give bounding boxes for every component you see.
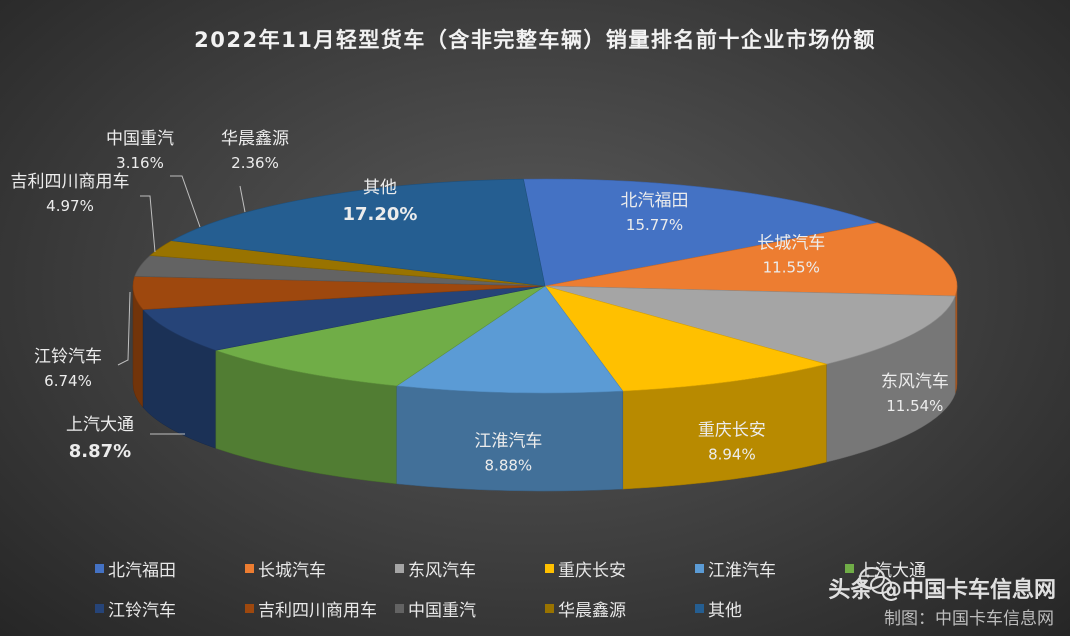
data-label-name-1: 长城汽车 <box>757 233 825 253</box>
legend-label: 中国重汽 <box>408 601 476 621</box>
legend-swatch <box>395 564 404 573</box>
pie-slice-3 <box>544 285 828 392</box>
data-label-value-5: 8.87% <box>69 441 131 462</box>
data-label-name-3: 重庆长安 <box>698 420 766 440</box>
pie-slice-10 <box>170 178 546 287</box>
pie-slice-1 <box>544 222 958 297</box>
data-label-name-7: 吉利四川商用车 <box>11 172 130 192</box>
legend-swatch <box>245 564 254 573</box>
legend-label: 北汽福田 <box>108 561 176 581</box>
legend-item-2: 东风汽车 <box>395 556 545 581</box>
legend-item-7: 吉利四川商用车 <box>245 596 395 621</box>
data-label-value-1: 11.55% <box>763 258 820 276</box>
legend-swatch <box>695 604 704 613</box>
legend-swatch <box>395 604 404 613</box>
legend-item-0: 北汽福田 <box>95 556 245 581</box>
legend-swatch <box>845 564 854 573</box>
legend-label: 东风汽车 <box>408 561 476 581</box>
data-label-name-0: 北汽福田 <box>621 191 689 211</box>
chart-title: 2022年11月轻型货车（含非完整车辆）销量排名前十企业市场份额 <box>194 28 876 52</box>
data-label-value-0: 15.77% <box>626 216 683 234</box>
data-label-value-2: 11.54% <box>886 397 943 415</box>
data-label-name-6: 江铃汽车 <box>34 347 102 367</box>
leader-line-6 <box>117 291 131 366</box>
legend-label: 长城汽车 <box>258 561 326 581</box>
data-label-value-8: 3.16% <box>116 154 164 172</box>
legend-label: 吉利四川商用车 <box>258 601 377 621</box>
legend-label: 其他 <box>708 601 742 621</box>
legend-label: 江铃汽车 <box>108 601 176 621</box>
legend-swatch <box>695 564 704 573</box>
data-label-name-9: 华晨鑫源 <box>221 129 289 149</box>
watermark-credit: 制图：中国卡车信息网 <box>884 609 1054 629</box>
data-label-value-7: 4.97% <box>46 197 94 215</box>
legend-label: 江淮汽车 <box>708 561 776 581</box>
legend-swatch <box>95 604 104 613</box>
legend-item-10: 其他 <box>695 596 845 621</box>
pie-slice-6 <box>142 285 546 351</box>
legend-label: 重庆长安 <box>558 561 626 581</box>
data-label-name-5: 上汽大通 <box>66 415 134 435</box>
pie-slice-4 <box>395 285 624 394</box>
data-label-value-9: 2.36% <box>231 154 279 172</box>
leader-line-9 <box>239 185 246 213</box>
data-label-name-2: 东风汽车 <box>881 372 949 392</box>
pie-side-1 <box>954 285 958 395</box>
legend-item-8: 中国重汽 <box>395 596 545 621</box>
legend-swatch <box>95 564 104 573</box>
wechat-logo-icon <box>859 567 892 594</box>
legend-swatch <box>545 604 554 613</box>
legend-item-1: 长城汽车 <box>245 556 395 581</box>
data-label-value-10: 17.20% <box>343 204 418 225</box>
chart-legend: 北汽福田 长城汽车 东风汽车 重庆长安 江淮汽车 上汽大通 江铃汽车 吉利四川商用车 中国重汽华… <box>95 556 995 621</box>
data-label-name-8: 中国重汽 <box>106 129 174 149</box>
watermark-source: 头条 @中国卡车信息网 <box>828 578 1056 603</box>
legend-swatch <box>245 604 254 613</box>
pie-data-labels: 北汽福田 15.77% 长城汽车 11.55% 东风汽车 11.54% 重庆长安 8.94% 江… <box>11 129 949 474</box>
pie-slice-0 <box>523 178 879 287</box>
data-label-value-4: 8.88% <box>485 456 533 474</box>
data-label-value-3: 8.94% <box>708 445 756 463</box>
leader-line-7 <box>140 195 156 253</box>
pie-top-faces <box>132 178 958 394</box>
legend-item-3: 重庆长安 <box>545 556 695 581</box>
data-label-name-4: 江淮汽车 <box>474 431 542 451</box>
data-label-name-10: 其他 <box>363 178 397 198</box>
legend-label: 华晨鑫源 <box>558 601 626 621</box>
pie-slice-2 <box>544 285 956 365</box>
legend-item-9: 华晨鑫源 <box>545 596 695 621</box>
data-label-value-6: 6.74% <box>44 372 92 390</box>
leader-line-8 <box>170 175 201 228</box>
legend-swatch <box>545 564 554 573</box>
legend-item-6: 江铃汽车 <box>95 596 245 621</box>
pie-slice-5 <box>214 285 546 387</box>
legend-item-4: 江淮汽车 <box>695 556 845 581</box>
